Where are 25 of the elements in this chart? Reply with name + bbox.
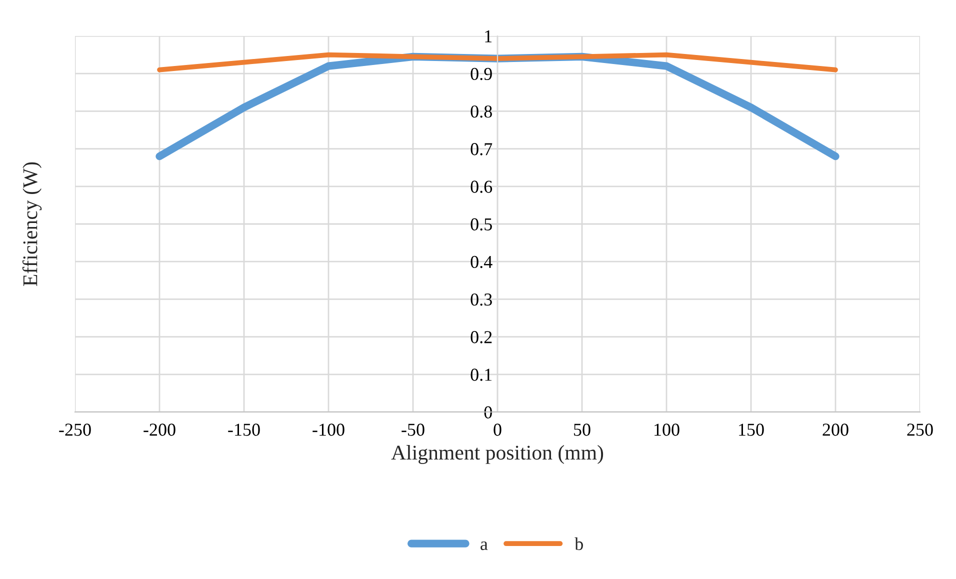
x-tick-label: -200	[144, 424, 176, 436]
y-tick-label: 0.1	[470, 368, 492, 381]
x-tick-label: -250	[59, 424, 91, 436]
y-tick-label: 0.8	[470, 105, 492, 118]
y-tick-label: 1	[485, 30, 492, 42]
y-tick-label: 0.9	[470, 68, 492, 80]
y-tick-label: 0.2	[470, 331, 492, 344]
x-tick-label: 100	[654, 424, 680, 436]
y-tick-label: 0.3	[470, 293, 492, 306]
x-tick-label: -150	[228, 424, 260, 436]
legend-label: a	[480, 541, 488, 550]
x-tick-label: 200	[822, 424, 848, 436]
y-tick-label: 0.4	[470, 256, 492, 268]
x-tick-label: 0	[494, 424, 502, 436]
x-tick-label: 50	[574, 424, 590, 436]
x-tick-label: 250	[907, 424, 933, 436]
x-tick-label: 150	[739, 424, 764, 436]
legend-label: b	[574, 537, 583, 550]
y-tick-label: 0.5	[470, 218, 492, 231]
x-tick-label: -50	[402, 424, 424, 436]
y-tick-label: 0.6	[470, 180, 492, 193]
y-tick-label: 0.7	[470, 143, 492, 156]
y-axis-title: Efficiency (W)	[22, 162, 42, 286]
x-tick-label: -100	[312, 424, 344, 436]
x-axis-title: Alignment position (mm)	[391, 445, 604, 464]
